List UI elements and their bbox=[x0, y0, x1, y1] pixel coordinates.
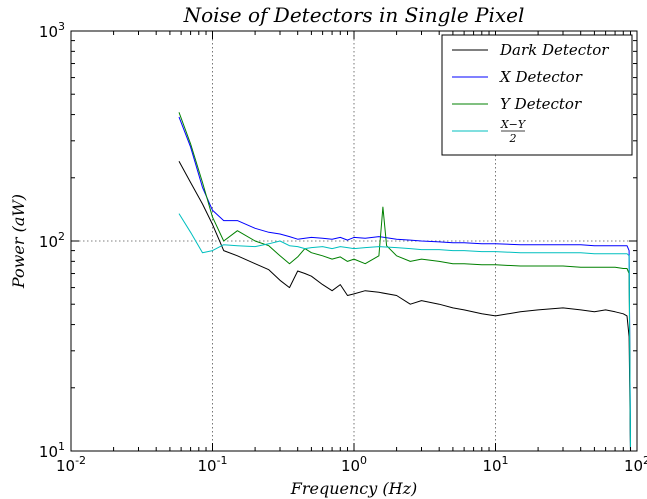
y-axis-label: Power (aW) bbox=[9, 194, 28, 289]
series-line-1 bbox=[178, 160, 631, 452]
legend-box bbox=[441, 34, 633, 156]
chart-title: Noise of Detectors in Single Pixel bbox=[183, 3, 525, 27]
series-line-3 bbox=[178, 112, 631, 452]
x-tick-label: 101 bbox=[482, 454, 508, 475]
x-tick-label: 100 bbox=[341, 454, 367, 475]
tick-layer: 10-2 10-1 100 101 102 101 102 103 bbox=[39, 20, 647, 475]
legend-label-numerator: X−Y bbox=[500, 118, 527, 131]
series-line-4 bbox=[178, 213, 631, 452]
y-tick-label: 101 bbox=[39, 440, 65, 461]
legend-label-3: Y Detector bbox=[500, 95, 582, 113]
legend-label-denominator: 2 bbox=[509, 132, 517, 145]
legend-label-4: X−Y2 bbox=[500, 118, 527, 145]
y-tick-label: 103 bbox=[39, 20, 65, 41]
legend-label-2: X Detector bbox=[499, 68, 583, 86]
y-tick-label: 102 bbox=[39, 230, 65, 251]
legend: Dark Detector X Detector Y Detector X−Y2 bbox=[441, 34, 633, 156]
series-layer bbox=[178, 112, 631, 452]
x-tick-label: 10-1 bbox=[197, 454, 227, 475]
x-tick-label: 102 bbox=[624, 454, 647, 475]
x-tick-label: 10-2 bbox=[56, 454, 86, 475]
series-line-2 bbox=[178, 116, 631, 452]
x-axis-label: Frequency (Hz) bbox=[290, 479, 418, 498]
legend-label-1: Dark Detector bbox=[499, 41, 609, 59]
